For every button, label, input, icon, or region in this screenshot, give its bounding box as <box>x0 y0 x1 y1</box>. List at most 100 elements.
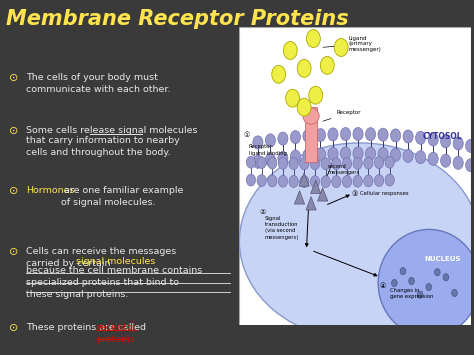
Circle shape <box>334 39 348 56</box>
Polygon shape <box>294 191 305 204</box>
Circle shape <box>435 269 440 276</box>
Circle shape <box>278 152 288 165</box>
Circle shape <box>342 158 352 170</box>
Circle shape <box>440 135 451 148</box>
Text: NUCLEUS: NUCLEUS <box>425 256 461 262</box>
Circle shape <box>353 175 362 187</box>
Circle shape <box>428 133 438 146</box>
Circle shape <box>440 154 451 167</box>
Circle shape <box>353 147 363 160</box>
Circle shape <box>321 176 330 188</box>
Text: Cells can receive the messages
carried by certain: Cells can receive the messages carried b… <box>26 247 176 268</box>
Circle shape <box>278 175 288 187</box>
Polygon shape <box>318 188 328 201</box>
Circle shape <box>300 176 309 187</box>
Text: because the cell membrane contains
specialized proteins that bind to
these signa: because the cell membrane contains speci… <box>26 266 202 299</box>
Text: ⊙: ⊙ <box>9 73 18 83</box>
Text: These proteins are called: These proteins are called <box>26 323 149 332</box>
Circle shape <box>257 157 266 169</box>
Circle shape <box>403 149 413 163</box>
Bar <box>305 107 317 162</box>
Circle shape <box>340 127 351 141</box>
Circle shape <box>465 159 474 172</box>
Text: ⊙: ⊙ <box>9 126 18 136</box>
Text: CYTOSOL: CYTOSOL <box>423 132 463 141</box>
Text: Membrane Receptor Proteins: Membrane Receptor Proteins <box>6 9 348 29</box>
Circle shape <box>286 89 300 107</box>
Text: ⊙: ⊙ <box>9 186 18 196</box>
Circle shape <box>253 155 263 168</box>
Circle shape <box>452 289 457 296</box>
Circle shape <box>315 148 326 161</box>
Text: Receptor-
ligand binding: Receptor- ligand binding <box>249 144 286 155</box>
Text: ⊙: ⊙ <box>9 323 18 333</box>
Circle shape <box>465 140 474 152</box>
Circle shape <box>320 56 334 74</box>
Circle shape <box>268 175 277 187</box>
Text: signal molecules: signal molecules <box>76 257 155 266</box>
Circle shape <box>342 175 352 187</box>
Circle shape <box>378 128 388 141</box>
Circle shape <box>278 157 288 169</box>
Circle shape <box>391 129 401 142</box>
Circle shape <box>297 98 311 116</box>
Circle shape <box>374 157 383 169</box>
Text: are one familiar example
of signal molecules.: are one familiar example of signal molec… <box>61 186 183 207</box>
Circle shape <box>315 129 326 142</box>
Circle shape <box>428 152 438 165</box>
Circle shape <box>416 151 426 164</box>
Circle shape <box>268 157 277 169</box>
Circle shape <box>272 65 286 83</box>
Text: Hormones: Hormones <box>26 186 74 195</box>
Circle shape <box>300 158 309 170</box>
Circle shape <box>246 156 255 168</box>
Text: second
messengers: second messengers <box>327 164 359 175</box>
Polygon shape <box>306 197 316 210</box>
Text: Receptor: Receptor <box>323 110 361 121</box>
Circle shape <box>328 147 338 160</box>
Circle shape <box>378 147 388 160</box>
Circle shape <box>365 147 375 160</box>
Text: The cells of your body must
communicate with each other.: The cells of your body must communicate … <box>26 73 171 94</box>
Text: ④: ④ <box>380 283 386 289</box>
Circle shape <box>307 29 320 48</box>
Circle shape <box>310 158 319 170</box>
Polygon shape <box>310 180 321 193</box>
Text: ⊙: ⊙ <box>9 247 18 257</box>
Circle shape <box>409 278 414 285</box>
Circle shape <box>246 174 255 186</box>
Circle shape <box>291 150 301 163</box>
Text: ①: ① <box>243 132 249 138</box>
Circle shape <box>303 129 313 142</box>
Circle shape <box>340 147 351 160</box>
Circle shape <box>321 158 330 170</box>
Circle shape <box>289 158 298 170</box>
Circle shape <box>309 86 323 104</box>
Circle shape <box>364 157 373 169</box>
Circle shape <box>365 128 375 141</box>
Circle shape <box>417 291 423 298</box>
Circle shape <box>257 175 266 186</box>
Circle shape <box>303 149 313 162</box>
Circle shape <box>291 131 301 144</box>
Circle shape <box>385 174 394 186</box>
Circle shape <box>297 59 311 77</box>
Text: Ligand
(primary
messenger): Ligand (primary messenger) <box>323 36 381 52</box>
Circle shape <box>328 128 338 141</box>
Circle shape <box>289 175 298 187</box>
Circle shape <box>443 274 449 281</box>
Circle shape <box>392 279 397 286</box>
Circle shape <box>364 175 373 187</box>
Circle shape <box>426 284 431 291</box>
Circle shape <box>283 42 297 59</box>
Circle shape <box>353 157 362 169</box>
Circle shape <box>453 137 463 150</box>
Ellipse shape <box>239 143 474 340</box>
Ellipse shape <box>378 229 474 337</box>
Text: Changes in
gene expression: Changes in gene expression <box>390 288 433 299</box>
Circle shape <box>332 158 341 170</box>
Text: ②: ② <box>259 208 265 214</box>
Circle shape <box>385 156 394 168</box>
Circle shape <box>374 175 383 186</box>
Circle shape <box>253 136 263 149</box>
